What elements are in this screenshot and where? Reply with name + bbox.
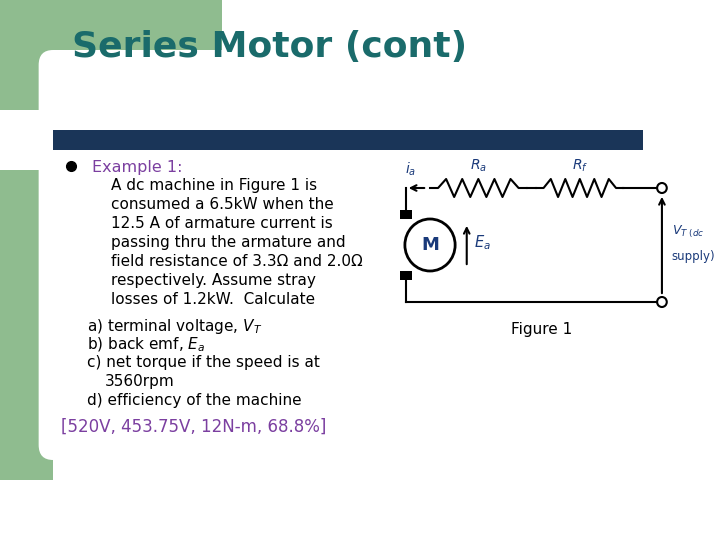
Text: $V_{T\ (dc}$: $V_{T\ (dc}$ xyxy=(672,224,704,240)
Text: $R_a$: $R_a$ xyxy=(470,158,487,174)
Bar xyxy=(400,210,412,219)
Text: losses of 1.2kW.  Calculate: losses of 1.2kW. Calculate xyxy=(111,292,315,307)
Text: 12.5 A of armature current is: 12.5 A of armature current is xyxy=(111,216,333,231)
Text: respectively. Assume stray: respectively. Assume stray xyxy=(111,273,316,288)
Text: [520V, 453.75V, 12N-m, 68.8%]: [520V, 453.75V, 12N-m, 68.8%] xyxy=(61,418,326,436)
FancyBboxPatch shape xyxy=(0,170,53,480)
FancyBboxPatch shape xyxy=(0,0,222,110)
FancyBboxPatch shape xyxy=(53,130,643,150)
Text: field resistance of 3.3Ω and 2.0Ω: field resistance of 3.3Ω and 2.0Ω xyxy=(111,254,363,269)
Text: 3560rpm: 3560rpm xyxy=(104,374,174,389)
Text: M: M xyxy=(421,236,439,254)
Text: Figure 1: Figure 1 xyxy=(510,322,572,337)
Circle shape xyxy=(405,219,455,271)
Text: Example 1:: Example 1: xyxy=(92,160,182,175)
Text: A dc machine in Figure 1 is: A dc machine in Figure 1 is xyxy=(111,178,318,193)
Text: consumed a 6.5kW when the: consumed a 6.5kW when the xyxy=(111,197,334,212)
Text: c) net torque if the speed is at: c) net torque if the speed is at xyxy=(87,355,320,370)
Text: Series Motor (cont): Series Motor (cont) xyxy=(73,30,467,64)
Text: $i_a$: $i_a$ xyxy=(405,160,416,178)
Text: supply): supply) xyxy=(672,250,715,263)
Bar xyxy=(400,271,412,280)
Text: passing thru the armature and: passing thru the armature and xyxy=(111,235,346,250)
Text: b) back emf, $E_a$: b) back emf, $E_a$ xyxy=(87,336,205,354)
FancyBboxPatch shape xyxy=(39,50,696,460)
Text: a) terminal voltage, $V_T$: a) terminal voltage, $V_T$ xyxy=(87,317,262,336)
Text: $E_a$: $E_a$ xyxy=(474,234,491,252)
Text: d) efficiency of the machine: d) efficiency of the machine xyxy=(87,393,302,408)
Text: $R_f$: $R_f$ xyxy=(572,158,588,174)
